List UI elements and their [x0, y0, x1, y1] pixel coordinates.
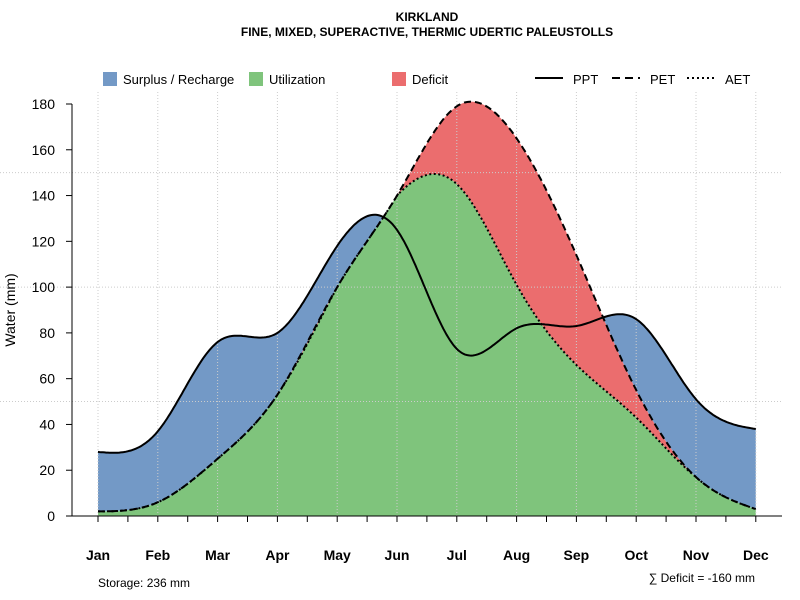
y-tick-label: 100	[32, 279, 56, 295]
x-tick-label: Oct	[625, 547, 649, 563]
y-tick-label: 20	[39, 462, 55, 478]
y-tick-label: 180	[32, 96, 56, 112]
legend-label: Utilization	[269, 72, 325, 87]
y-axis-label: Water (mm)	[2, 273, 18, 346]
deficit-annotation: ∑ Deficit = -160 mm	[649, 571, 755, 585]
chart-subtitle: FINE, MIXED, SUPERACTIVE, THERMIC UDERTI…	[241, 25, 613, 39]
chart-title: KIRKLAND	[396, 10, 459, 24]
y-tick-label: 40	[39, 416, 55, 432]
x-tick-label: May	[324, 547, 351, 563]
x-tick-label: Dec	[743, 547, 769, 563]
y-tick-label: 0	[47, 508, 55, 524]
y-tick-label: 60	[39, 371, 55, 387]
y-tick-label: 160	[32, 142, 56, 158]
x-tick-label: Jul	[447, 547, 467, 563]
series-line-aet	[98, 173, 757, 513]
legend-swatch	[249, 72, 263, 86]
legend-label: PPT	[573, 72, 598, 87]
x-tick-label: Sep	[564, 547, 590, 563]
utilization-area	[98, 174, 756, 516]
series-line-ppt	[97, 213, 756, 454]
legend-swatch	[392, 72, 406, 86]
y-tick-label: 140	[32, 188, 56, 204]
x-tick-label: Jun	[385, 547, 410, 563]
x-tick-label: Apr	[265, 547, 290, 563]
legend-label: PET	[650, 72, 675, 87]
x-tick-label: Jan	[86, 547, 110, 563]
legend-label: AET	[725, 72, 750, 87]
x-tick-label: Aug	[503, 547, 530, 563]
surplus-area	[98, 101, 756, 512]
legend-label: Deficit	[412, 72, 449, 87]
storage-annotation: Storage: 236 mm	[98, 576, 190, 590]
x-tick-label: Mar	[205, 547, 230, 563]
legend-label: Surplus / Recharge	[123, 72, 234, 87]
x-tick-label: Feb	[145, 547, 170, 563]
y-tick-label: 120	[32, 233, 56, 249]
legend-swatch	[103, 72, 117, 86]
x-tick-label: Nov	[683, 547, 710, 563]
y-tick-label: 80	[39, 325, 55, 341]
